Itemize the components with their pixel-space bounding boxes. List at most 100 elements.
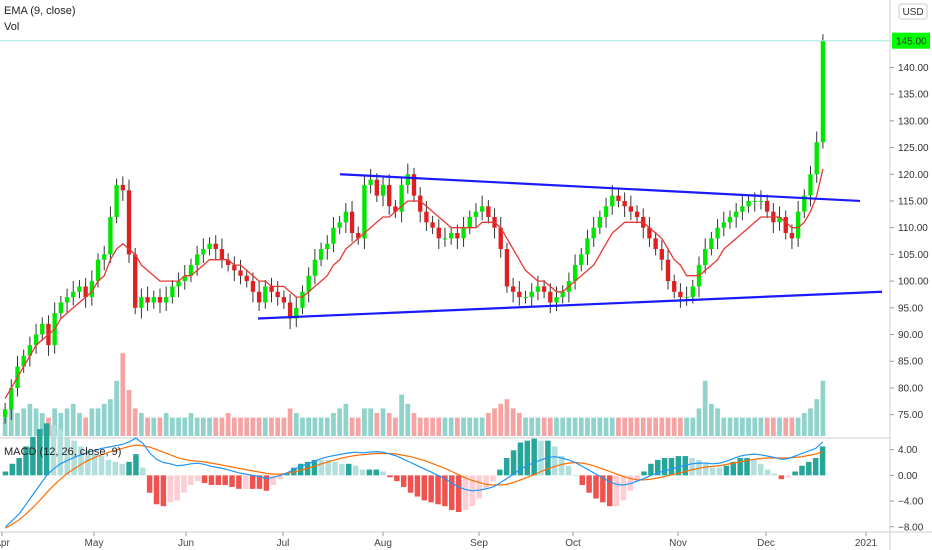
volume-bar (15, 413, 20, 436)
volume-bar (572, 417, 578, 436)
volume-bar (52, 408, 58, 436)
volume-indicator-label[interactable]: Vol (4, 21, 19, 33)
volume-bar (77, 413, 82, 436)
candle-body (71, 291, 76, 298)
macd-histogram-bar (799, 465, 805, 476)
price-tick-label: 115.00 (898, 196, 928, 207)
volume-bar (287, 408, 293, 436)
macd-histogram-bar (613, 475, 620, 507)
macd-histogram-bar (716, 467, 723, 476)
ema-indicator-label[interactable]: EMA (9, close) (4, 5, 76, 17)
volume-bar (547, 417, 553, 436)
price-tick-label: 90.00 (898, 330, 923, 341)
candle-body (560, 291, 565, 298)
candle-body (157, 297, 163, 303)
macd-histogram-bar (373, 469, 379, 476)
macd-histogram-bar (339, 463, 345, 476)
macd-histogram-bar (703, 463, 709, 476)
candle-body (764, 200, 770, 212)
candle-body (238, 270, 243, 276)
macd-histogram-bar (428, 475, 434, 503)
macd-histogram-bar (812, 458, 819, 476)
macd-histogram-bar (565, 465, 572, 476)
macd-histogram-bar (668, 458, 675, 476)
volume-bar (758, 417, 764, 436)
candle-body (108, 216, 113, 255)
candle-body (294, 307, 299, 319)
volume-bar (801, 413, 807, 436)
candle-body (535, 286, 541, 292)
macd-histogram-bar (119, 463, 125, 476)
volume-bar (386, 413, 392, 436)
candle-body (789, 233, 795, 239)
candle-body (479, 206, 485, 212)
volume-bar (516, 413, 522, 436)
volume-bar (200, 417, 206, 436)
macd-signal-line (5, 444, 823, 529)
volume-bar (671, 417, 677, 436)
currency-label[interactable]: USD (902, 7, 923, 18)
candle-body (517, 291, 522, 298)
ema-line (4, 168, 824, 399)
candle-body (331, 227, 336, 244)
macd-histogram-bar (133, 454, 139, 476)
candle-body (424, 211, 429, 223)
candle-body (498, 227, 503, 250)
candle-body (814, 142, 819, 175)
macd-line (4, 437, 824, 528)
volume-bar (603, 417, 609, 436)
candle-body (362, 184, 367, 239)
candle-body (300, 291, 305, 308)
candle-body (263, 286, 268, 303)
macd-histogram-bar (531, 438, 537, 476)
currency-badge[interactable] (898, 3, 928, 20)
time-tick-label: Aug (374, 538, 392, 549)
volume-bar (176, 417, 181, 436)
macd-histogram-bar (579, 475, 585, 485)
macd-histogram-bar (215, 475, 222, 485)
macd-indicator-label[interactable]: MACD (12, 26, close, 9) (4, 446, 121, 458)
candle-body (325, 243, 330, 250)
candle-body (256, 291, 262, 303)
macd-histogram-bar (167, 475, 173, 503)
volume-bar (238, 417, 243, 436)
candle-body (343, 211, 349, 223)
macd-histogram-bar (503, 458, 510, 476)
volume-bar (616, 417, 621, 436)
macd-histogram-bar (16, 458, 22, 476)
volume-bar (541, 417, 547, 436)
macd-histogram-bar (806, 461, 812, 476)
macd-histogram-bar (600, 475, 606, 503)
time-tick-label: Dec (757, 538, 775, 549)
volume-bar (89, 408, 95, 436)
candle-body (194, 254, 200, 266)
macd-histogram-bar (325, 459, 331, 476)
candle-body (164, 297, 169, 303)
candle-body (622, 200, 627, 207)
macd-histogram-bar (517, 442, 524, 476)
volume-bar (622, 417, 628, 436)
candle-body (139, 297, 144, 308)
volume-bar (355, 417, 361, 436)
candle-body (684, 297, 689, 299)
volume-bar (27, 403, 33, 436)
macd-histogram-bar (23, 446, 29, 476)
volume-bars-group (2, 353, 826, 436)
macd-histogram-bar (126, 461, 132, 476)
macd-tick-label: −4.00 (898, 497, 924, 508)
candle-body (727, 216, 733, 223)
volume-bar (139, 413, 144, 436)
macd-histogram-bar (421, 475, 428, 501)
volume-bar (702, 380, 708, 436)
volume-bar (70, 403, 76, 436)
price-tick-label: 75.00 (898, 410, 923, 421)
macd-histogram-bar (648, 463, 654, 476)
macd-histogram-bar (98, 456, 105, 476)
macd-histogram-bar (332, 461, 338, 476)
macd-histogram-bar (476, 475, 482, 499)
volume-bar (163, 413, 169, 436)
macd-histogram-bar (620, 475, 627, 501)
candle-body (659, 249, 664, 260)
volume-bar (337, 408, 343, 436)
